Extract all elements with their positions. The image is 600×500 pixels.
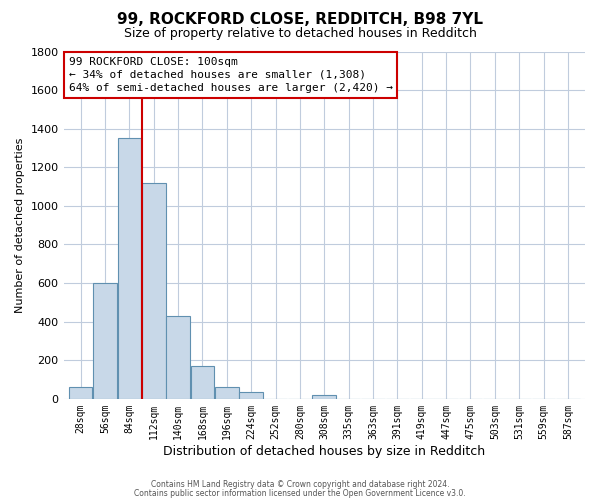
Text: Size of property relative to detached houses in Redditch: Size of property relative to detached ho… xyxy=(124,28,476,40)
Bar xyxy=(69,388,92,399)
Bar xyxy=(142,182,166,399)
X-axis label: Distribution of detached houses by size in Redditch: Distribution of detached houses by size … xyxy=(163,444,485,458)
Bar xyxy=(313,395,336,399)
Bar xyxy=(191,366,214,399)
Y-axis label: Number of detached properties: Number of detached properties xyxy=(15,138,25,313)
Text: 99, ROCKFORD CLOSE, REDDITCH, B98 7YL: 99, ROCKFORD CLOSE, REDDITCH, B98 7YL xyxy=(117,12,483,28)
Text: Contains HM Land Registry data © Crown copyright and database right 2024.: Contains HM Land Registry data © Crown c… xyxy=(151,480,449,489)
Text: 99 ROCKFORD CLOSE: 100sqm
← 34% of detached houses are smaller (1,308)
64% of se: 99 ROCKFORD CLOSE: 100sqm ← 34% of detac… xyxy=(69,56,393,93)
Text: Contains public sector information licensed under the Open Government Licence v3: Contains public sector information licen… xyxy=(134,488,466,498)
Bar xyxy=(118,138,141,399)
Bar xyxy=(239,392,263,399)
Bar xyxy=(93,283,117,399)
Bar xyxy=(215,388,239,399)
Bar xyxy=(166,316,190,399)
